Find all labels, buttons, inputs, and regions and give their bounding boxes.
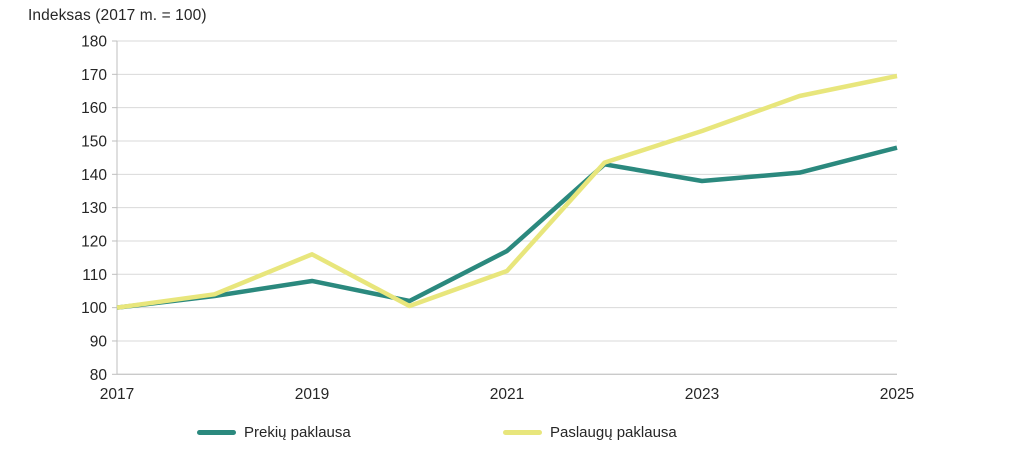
legend-marker-icon xyxy=(503,429,542,435)
x-tick-label: 2017 xyxy=(100,386,134,403)
y-tick-label: 110 xyxy=(82,267,107,284)
y-tick-label: 130 xyxy=(81,200,107,217)
legend-label: Prekių paklausa xyxy=(244,423,351,441)
chart-canvas: 80 90 100 110 120 130 140 150 160 170 180 2017 2019 2… xyxy=(81,34,914,404)
y-tick-label: 140 xyxy=(81,167,107,184)
legend-marker-icon xyxy=(197,429,236,435)
legend: Prekių paklausa Paslaugų paklausa xyxy=(0,422,1035,448)
x-tick-label: 2019 xyxy=(295,386,329,403)
chart-title: Indeksas (2017 m. = 100) xyxy=(28,7,207,24)
x-tick-label: 2025 xyxy=(880,386,914,403)
y-tick-label: 90 xyxy=(90,333,108,350)
y-tick-label: 160 xyxy=(81,100,107,117)
y-tick-label: 170 xyxy=(81,67,107,84)
y-tick-label: 100 xyxy=(81,300,107,317)
y-tick-label: 80 xyxy=(90,367,108,384)
y-tick-label: 180 xyxy=(81,34,107,51)
y-tick-label: 150 xyxy=(81,133,107,150)
series-line-0 xyxy=(116,145,898,310)
legend-item-paslaugu-paklausa: Paslaugų paklausa xyxy=(503,422,677,442)
legend-item-prekiu-paklausa: Prekių paklausa xyxy=(197,422,351,442)
series-line-1 xyxy=(116,73,898,310)
x-tick-label: 2023 xyxy=(685,386,719,403)
legend-label: Paslaugų paklausa xyxy=(550,423,677,441)
y-tick-label: 120 xyxy=(81,233,107,250)
x-tick-label: 2021 xyxy=(490,386,524,403)
